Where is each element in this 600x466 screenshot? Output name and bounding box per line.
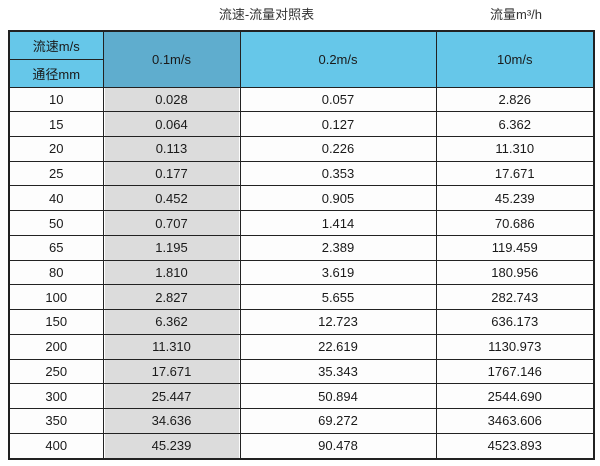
flow-cell: 2.826 bbox=[435, 86, 595, 113]
column-header-0-2ms: 0.2m/s bbox=[239, 30, 437, 88]
corner-velocity-label: 流速m/s bbox=[8, 30, 104, 60]
diameter-cell: 100 bbox=[8, 284, 104, 311]
flow-cell: 35.343 bbox=[239, 358, 437, 385]
flow-cell: 1.195 bbox=[102, 234, 241, 261]
flow-cell: 1.810 bbox=[102, 259, 241, 286]
flow-cell: 5.655 bbox=[239, 284, 437, 311]
flow-cell: 0.905 bbox=[239, 185, 437, 212]
table-row: 350 34.636 69.272 3463.606 bbox=[8, 408, 595, 434]
column-header-0-1ms: 0.1m/s bbox=[102, 30, 241, 88]
table-row: 15 0.064 0.127 6.362 bbox=[8, 111, 595, 137]
flow-cell: 3.619 bbox=[239, 259, 437, 286]
flow-cell: 119.459 bbox=[435, 234, 595, 261]
flow-cell: 17.671 bbox=[435, 160, 595, 187]
column-header-10ms: 10m/s bbox=[435, 30, 595, 88]
table-row: 20 0.113 0.226 11.310 bbox=[8, 135, 595, 162]
diameter-cell: 65 bbox=[8, 234, 104, 261]
diameter-cell: 50 bbox=[8, 210, 104, 236]
table-row: 25 0.177 0.353 17.671 bbox=[8, 160, 595, 187]
flow-cell: 636.173 bbox=[435, 309, 595, 335]
flow-cell: 17.671 bbox=[102, 358, 241, 385]
flow-cell: 12.723 bbox=[239, 309, 437, 335]
diameter-cell: 15 bbox=[8, 111, 104, 137]
diameter-cell: 400 bbox=[8, 432, 104, 460]
diameter-cell: 150 bbox=[8, 309, 104, 335]
diameter-cell: 250 bbox=[8, 358, 104, 385]
table-header: 流速m/s 0.1m/s 0.2m/s 10m/s 通径mm bbox=[8, 30, 595, 88]
flow-cell: 45.239 bbox=[102, 432, 241, 460]
diameter-cell: 200 bbox=[8, 333, 104, 360]
flow-rate-table: 流速m/s 0.1m/s 0.2m/s 10m/s 通径mm 10 0.028 … bbox=[8, 30, 595, 460]
table-row: 250 17.671 35.343 1767.146 bbox=[8, 358, 595, 385]
flow-cell: 25.447 bbox=[102, 383, 241, 410]
diameter-cell: 25 bbox=[8, 160, 104, 187]
table-row: 40 0.452 0.905 45.239 bbox=[8, 185, 595, 212]
table-body: 10 0.028 0.057 2.826 15 0.064 0.127 6.36… bbox=[8, 86, 595, 460]
flow-unit-label: 流量m³/h bbox=[490, 7, 543, 22]
flow-cell: 0.057 bbox=[239, 86, 437, 113]
table-row: 10 0.028 0.057 2.826 bbox=[8, 86, 595, 113]
flow-cell: 0.028 bbox=[102, 86, 241, 113]
diameter-cell: 10 bbox=[8, 86, 104, 113]
flow-cell: 11.310 bbox=[435, 135, 595, 162]
flow-cell: 6.362 bbox=[102, 309, 241, 335]
flow-cell: 69.272 bbox=[239, 408, 437, 434]
flow-cell: 6.362 bbox=[435, 111, 595, 137]
table-row: 80 1.810 3.619 180.956 bbox=[8, 259, 595, 286]
flow-cell: 282.743 bbox=[435, 284, 595, 311]
page-title: 流速-流量对照表 bbox=[218, 7, 315, 22]
flow-cell: 90.478 bbox=[239, 432, 437, 460]
diameter-cell: 300 bbox=[8, 383, 104, 410]
diameter-cell: 350 bbox=[8, 408, 104, 434]
diameter-cell: 40 bbox=[8, 185, 104, 212]
corner-diameter-label: 通径mm bbox=[8, 58, 104, 88]
flow-cell: 1767.146 bbox=[435, 358, 595, 385]
flow-cell: 0.226 bbox=[239, 135, 437, 162]
table-row: 400 45.239 90.478 4523.893 bbox=[8, 432, 595, 460]
diameter-cell: 80 bbox=[8, 259, 104, 286]
table-row: 150 6.362 12.723 636.173 bbox=[8, 309, 595, 335]
flow-cell: 45.239 bbox=[435, 185, 595, 212]
flow-cell: 0.177 bbox=[102, 160, 241, 187]
flow-cell: 3463.606 bbox=[435, 408, 595, 434]
table-row: 200 11.310 22.619 1130.973 bbox=[8, 333, 595, 360]
flow-cell: 22.619 bbox=[239, 333, 437, 360]
flow-cell: 180.956 bbox=[435, 259, 595, 286]
flow-cell: 0.113 bbox=[102, 135, 241, 162]
flow-cell: 2.389 bbox=[239, 234, 437, 261]
flow-cell: 2544.690 bbox=[435, 383, 595, 410]
flow-cell: 1.414 bbox=[239, 210, 437, 236]
flow-cell: 11.310 bbox=[102, 333, 241, 360]
flow-cell: 70.686 bbox=[435, 210, 595, 236]
flow-cell: 0.064 bbox=[102, 111, 241, 137]
flow-cell: 34.636 bbox=[102, 408, 241, 434]
flow-cell: 0.707 bbox=[102, 210, 241, 236]
table-row: 300 25.447 50.894 2544.690 bbox=[8, 383, 595, 410]
table-row: 50 0.707 1.414 70.686 bbox=[8, 210, 595, 236]
flow-cell: 50.894 bbox=[239, 383, 437, 410]
table-row: 65 1.195 2.389 119.459 bbox=[8, 234, 595, 261]
flow-cell: 1130.973 bbox=[435, 333, 595, 360]
flow-cell: 4523.893 bbox=[435, 432, 595, 460]
diameter-cell: 20 bbox=[8, 135, 104, 162]
flow-cell: 0.127 bbox=[239, 111, 437, 137]
flow-cell: 0.353 bbox=[239, 160, 437, 187]
flow-cell: 2.827 bbox=[102, 284, 241, 311]
flow-cell: 0.452 bbox=[102, 185, 241, 212]
table-row: 100 2.827 5.655 282.743 bbox=[8, 284, 595, 311]
